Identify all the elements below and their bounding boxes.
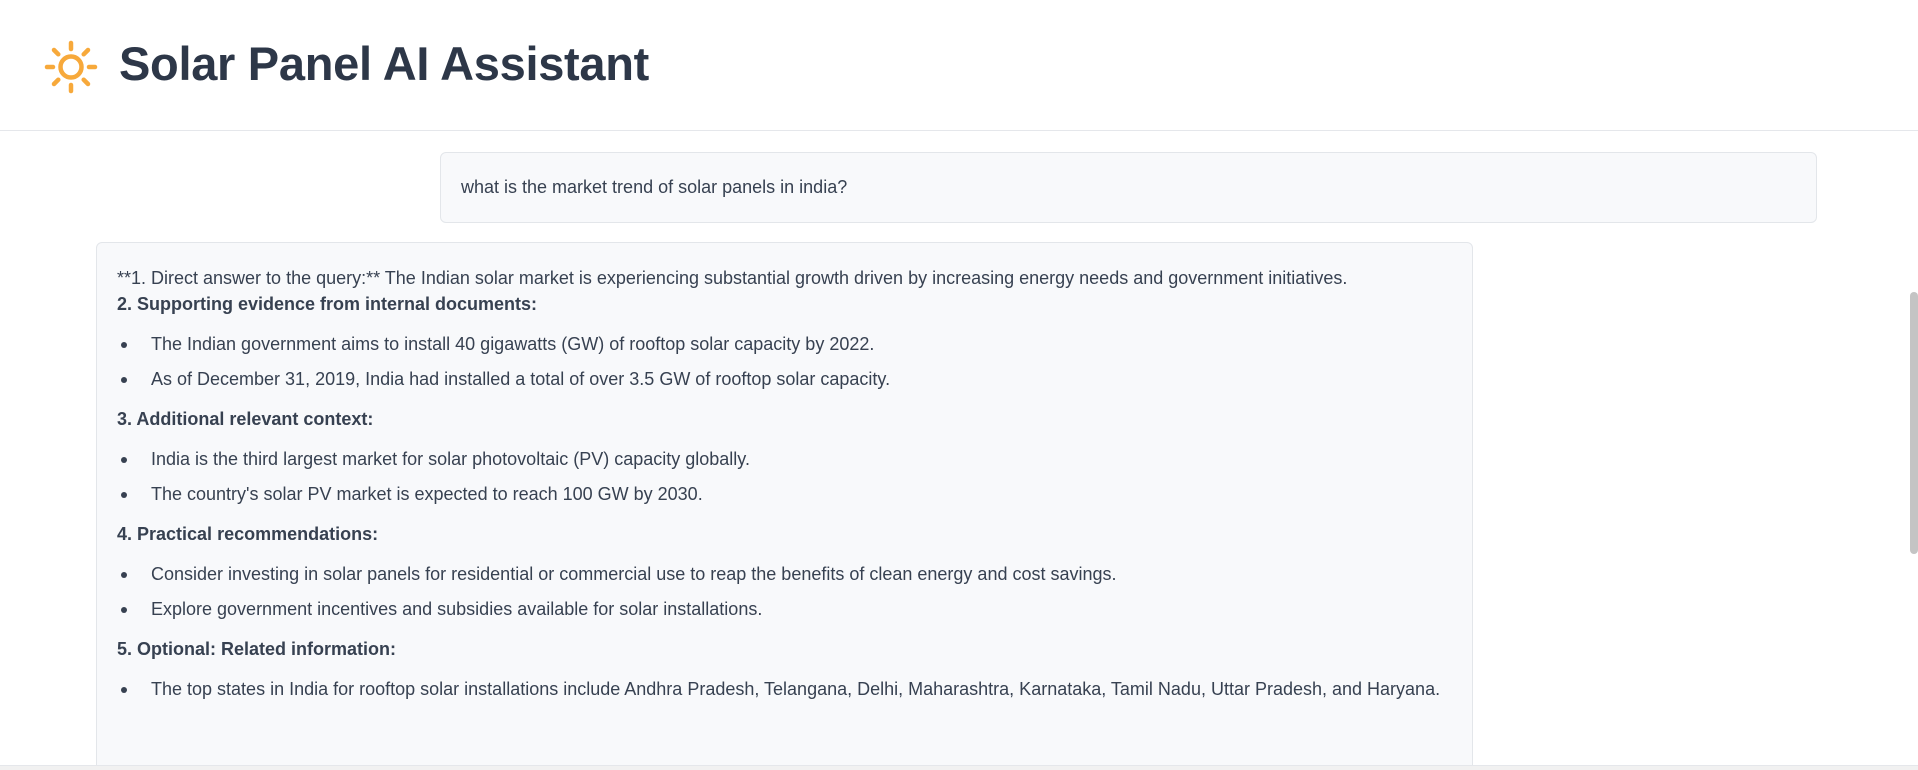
- assistant-intro: **1. Direct answer to the query:** The I…: [117, 268, 1348, 288]
- list-item: The top states in India for rooftop sola…: [117, 676, 1452, 702]
- assistant-message: **1. Direct answer to the query:** The I…: [96, 242, 1473, 765]
- scrollbar-thumb[interactable]: [1910, 292, 1918, 554]
- app-title: Solar Panel AI Assistant: [119, 37, 649, 90]
- sun-icon: [44, 40, 98, 94]
- section-heading-evidence: 2. Supporting evidence from internal doc…: [117, 294, 538, 314]
- app-header: Solar Panel AI Assistant: [0, 0, 1918, 131]
- list-item: As of December 31, 2019, India had insta…: [117, 366, 1452, 392]
- list-item: The Indian government aims to install 40…: [117, 331, 1452, 357]
- user-message-text: what is the market trend of solar panels…: [461, 177, 848, 197]
- user-message: what is the market trend of solar panels…: [440, 152, 1817, 223]
- chat-area[interactable]: what is the market trend of solar panels…: [0, 131, 1918, 765]
- list-item: India is the third largest market for so…: [117, 446, 1452, 472]
- section-heading-context: 3. Additional relevant context:: [117, 409, 374, 429]
- list-item: The country's solar PV market is expecte…: [117, 481, 1452, 507]
- bottom-divider: [0, 765, 1918, 770]
- section-heading-related: 5. Optional: Related information:: [117, 639, 397, 659]
- section-heading-recommendations: 4. Practical recommendations:: [117, 524, 379, 544]
- list-evidence: The Indian government aims to install 40…: [117, 331, 1452, 392]
- list-item: Consider investing in solar panels for r…: [117, 561, 1452, 587]
- list-related: The top states in India for rooftop sola…: [117, 676, 1452, 702]
- list-item: Explore government incentives and subsid…: [117, 596, 1452, 622]
- list-context: India is the third largest market for so…: [117, 446, 1452, 507]
- list-recommendations: Consider investing in solar panels for r…: [117, 561, 1452, 622]
